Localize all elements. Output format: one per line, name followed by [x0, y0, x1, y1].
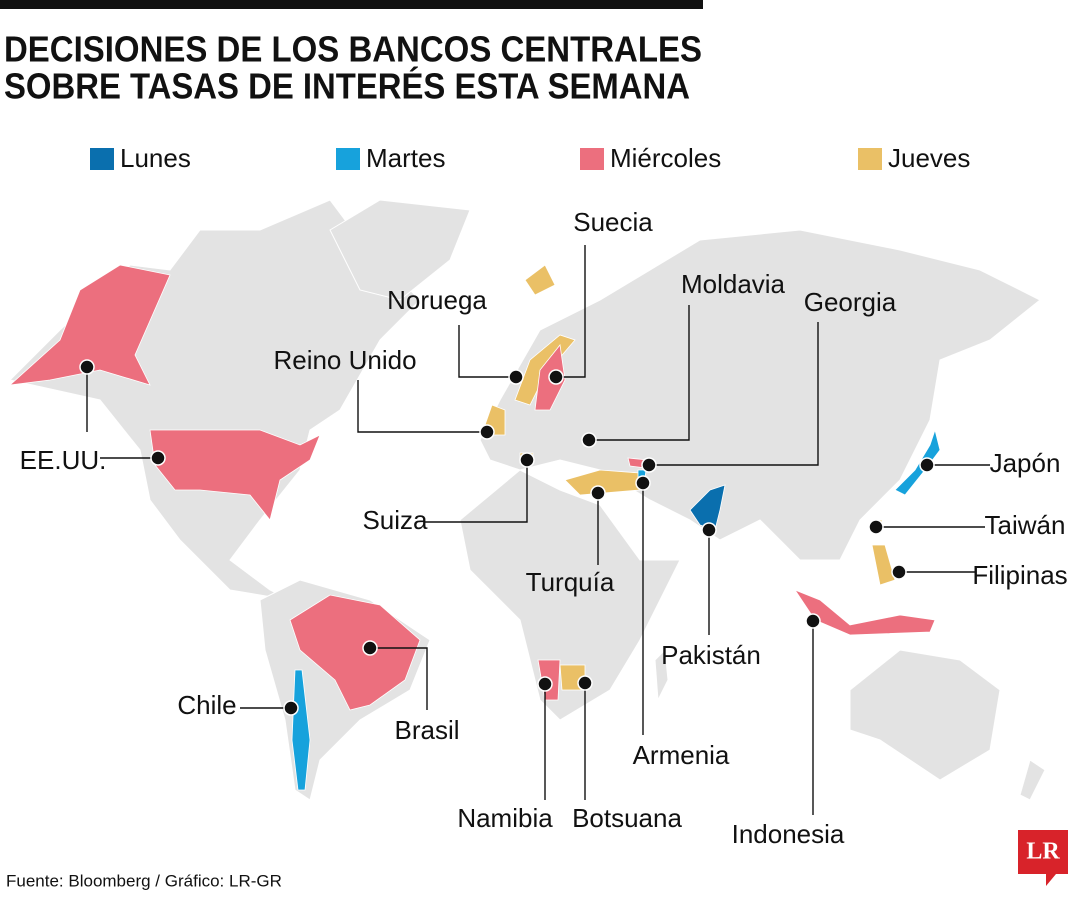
location-dot: [701, 522, 717, 538]
country-label: Indonesia: [732, 819, 845, 849]
top-bar: [0, 0, 703, 9]
country: [871, 544, 896, 586]
location-dot: [635, 475, 651, 491]
country: [291, 669, 311, 791]
legend-label: Lunes: [120, 143, 191, 173]
country-label: Chile: [177, 690, 236, 720]
location-dot: [548, 369, 564, 385]
logo-box: [1018, 830, 1068, 874]
country-label: Reino Unido: [273, 345, 416, 375]
country-label: Filipinas: [972, 560, 1067, 590]
location-dot: [537, 676, 553, 692]
legend: Lunes Martes Miércoles Jueves: [90, 143, 970, 173]
labels: Suecia Noruega Reino Unido Moldavia Georgia E…: [20, 207, 1068, 849]
country-label: EE.UU.: [20, 445, 107, 475]
country-label: Japón: [990, 448, 1061, 478]
title-line: SOBRE TASAS DE INTERÉS ESTA SEMANA: [4, 66, 690, 107]
location-dot: [919, 457, 935, 473]
country: [793, 589, 936, 636]
location-dot: [519, 452, 535, 468]
country-label: Suecia: [573, 207, 653, 237]
land: [849, 649, 1001, 781]
country-label: Pakistán: [661, 640, 761, 670]
leader-line: [370, 647, 428, 710]
country: [894, 428, 941, 496]
location-dot: [581, 432, 597, 448]
country-label: Turquía: [526, 567, 615, 597]
legend-label: Miércoles: [610, 143, 721, 173]
country-label: Moldavia: [681, 269, 786, 299]
legend-label: Jueves: [888, 143, 970, 173]
location-dot: [283, 700, 299, 716]
country-label: Namibia: [457, 803, 553, 833]
country: [149, 429, 321, 521]
land: [459, 469, 681, 721]
title-line: DECISIONES DE LOS BANCOS CENTRALES: [4, 29, 702, 70]
legend-swatch: [90, 148, 114, 170]
location-dot: [641, 457, 657, 473]
land: [654, 648, 669, 702]
country-label: Brasil: [394, 715, 459, 745]
country-label: Noruega: [387, 285, 487, 315]
leader-lines: [86, 245, 990, 815]
country-label: Suiza: [362, 505, 428, 535]
location-dot: [868, 519, 884, 535]
leader-line: [589, 305, 690, 441]
land: [329, 199, 471, 301]
location-dot: [590, 485, 606, 501]
source: Fuente: Bloomberg / Gráfico: LR-GR: [6, 871, 282, 890]
country: [8, 264, 171, 386]
location-dot: [891, 564, 907, 580]
country-label: Georgia: [804, 287, 897, 317]
logo: LR: [1018, 830, 1068, 886]
location-dot: [508, 369, 524, 385]
location-dot: [150, 450, 166, 466]
location-dot: [577, 675, 593, 691]
countries: [8, 264, 941, 791]
land: [1019, 759, 1046, 801]
legend-swatch: [858, 148, 882, 170]
country-label: Botsuana: [572, 803, 682, 833]
location-dot: [805, 613, 821, 629]
legend-swatch: [580, 148, 604, 170]
country-label: Armenia: [633, 740, 730, 770]
country-label: Taiwán: [985, 510, 1066, 540]
leader-line: [425, 460, 528, 523]
location-dot: [79, 359, 95, 375]
legend-label: Martes: [366, 143, 445, 173]
legend-swatch: [336, 148, 360, 170]
country: [289, 594, 421, 711]
leader-line: [357, 380, 487, 433]
logo-text: LR: [1026, 839, 1060, 865]
country: [524, 264, 556, 296]
logo-tail: [1046, 874, 1056, 886]
location-dot: [479, 424, 495, 440]
leader-line: [556, 245, 586, 378]
leader-line: [458, 325, 516, 378]
location-dot: [362, 640, 378, 656]
country: [689, 484, 726, 531]
leader-line: [649, 322, 819, 466]
